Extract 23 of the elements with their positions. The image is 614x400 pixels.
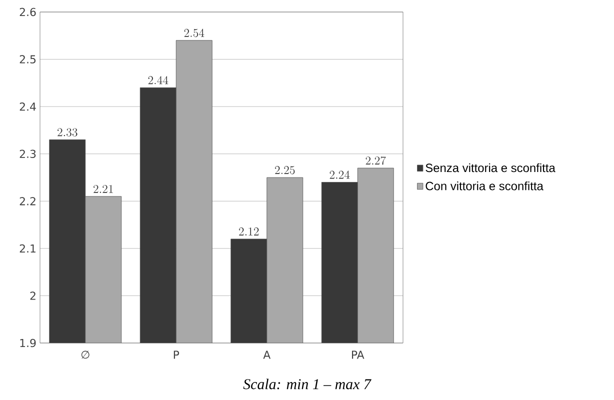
x-tick-label: PA (352, 350, 364, 359)
text: Scala: min 1 – max 7 (243, 378, 372, 390)
data-label: 2. 12 (239, 228, 259, 236)
data-label: 2.24 (330, 170, 350, 179)
legend-label: Con vittoria e sconfitta (426, 182, 544, 190)
x-tick-label: ∅ (81, 350, 90, 359)
y-tick-label: 2.5 (20, 55, 36, 64)
x-tick-label: A (263, 350, 271, 359)
x-tick-label: P (174, 350, 180, 359)
y-tick-label: 2.1 (20, 244, 36, 252)
y-tick-label: 1.9 (20, 338, 36, 348)
legend-label: Senza vittoria e sconfitta (426, 163, 556, 172)
data-label: 2.33 (58, 128, 78, 136)
data-label: 2.27 (366, 156, 386, 165)
y-tick-label: 2 (30, 292, 36, 300)
y-tick-label: 2.2 (20, 197, 36, 206)
data-label: 2.25 (275, 166, 295, 174)
data-label: 2.21 (94, 184, 113, 193)
y-tick-label: 2.3 (20, 150, 36, 158)
y-tick-label: 2.6 (20, 8, 36, 16)
data-label: 2.54 (184, 28, 204, 38)
y-tick-label: 2.4 (20, 102, 36, 111)
data-label: 2.44 (148, 76, 168, 84)
